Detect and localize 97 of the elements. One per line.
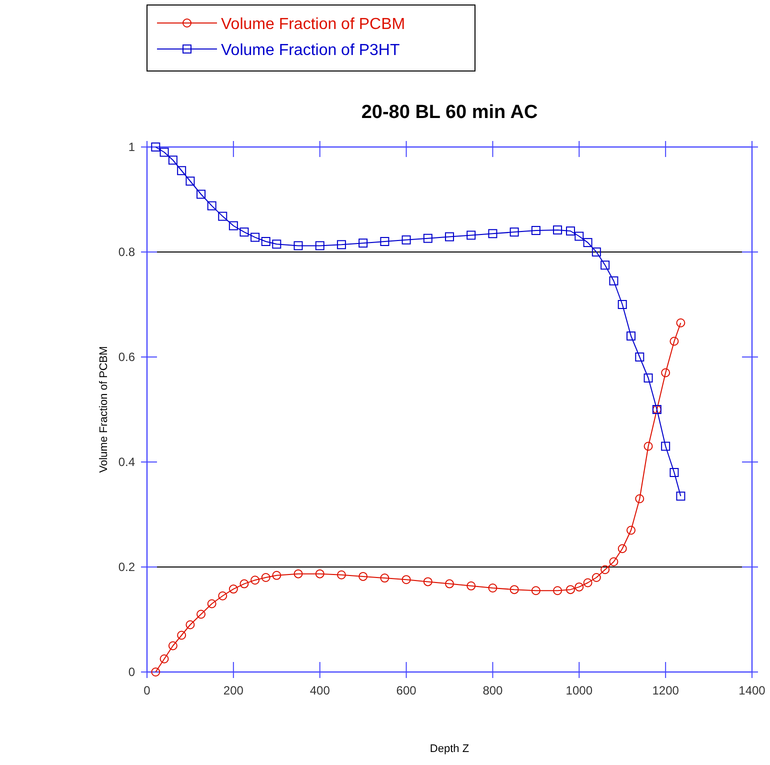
point [160, 148, 169, 157]
point [240, 579, 249, 588]
point [661, 442, 670, 451]
y-axis-title: Volume Fraction of PCBM [98, 346, 110, 473]
point [207, 201, 216, 210]
point [670, 468, 679, 477]
point [218, 212, 228, 221]
x-tick-label: 1000 [566, 684, 593, 698]
point [358, 572, 368, 581]
point [423, 234, 432, 243]
point [358, 238, 368, 248]
point [661, 368, 670, 378]
point [676, 318, 686, 328]
point [592, 573, 601, 582]
point [423, 577, 432, 586]
point [609, 557, 618, 566]
point [618, 300, 627, 309]
point [380, 237, 390, 246]
point [488, 229, 498, 238]
point [635, 352, 644, 362]
legend-label: Volume Fraction of PCBM [221, 16, 406, 33]
point [618, 544, 627, 554]
x-tick-label: 1200 [652, 684, 680, 698]
x-tick-label: 1400 [738, 684, 766, 698]
point [676, 492, 686, 501]
point [250, 576, 260, 585]
point [566, 226, 575, 236]
point [644, 374, 653, 382]
point [294, 241, 303, 250]
point [566, 585, 575, 594]
point [272, 240, 282, 249]
point [510, 585, 519, 594]
point [626, 332, 636, 340]
point [196, 190, 206, 199]
point [445, 579, 454, 588]
y-tick-label: 1 [128, 140, 136, 154]
point [583, 238, 592, 248]
point [196, 610, 206, 619]
point [553, 586, 562, 596]
point [186, 176, 195, 186]
point [466, 581, 476, 590]
point [186, 620, 195, 630]
point [644, 442, 653, 451]
y-tick-label: 0.6 [118, 350, 136, 364]
legend-label: Volume Fraction of P3HT [221, 42, 400, 59]
point [466, 230, 476, 240]
y-tick-label: 0.2 [118, 560, 136, 574]
point [531, 226, 540, 235]
point [510, 228, 519, 237]
y-tick-label: 0 [128, 664, 136, 679]
point [151, 142, 160, 152]
y-tick-label: 0.4 [118, 454, 136, 469]
x-tick-label: 200 [223, 684, 244, 698]
point [168, 156, 178, 165]
point [294, 569, 303, 578]
x-tick-label: 400 [310, 684, 330, 698]
point [402, 575, 411, 584]
point [177, 166, 186, 176]
point [380, 574, 390, 583]
point [250, 232, 260, 242]
point [177, 630, 186, 640]
point [553, 225, 562, 234]
point [445, 232, 454, 242]
point [600, 260, 610, 270]
point [488, 584, 498, 592]
point [272, 570, 282, 580]
point [228, 584, 238, 594]
point [228, 221, 238, 230]
point [240, 228, 249, 237]
point [574, 582, 584, 592]
x-tick-label: 800 [482, 684, 504, 698]
point [635, 494, 644, 504]
point [315, 569, 324, 578]
point [609, 276, 618, 286]
point [336, 570, 346, 580]
point [336, 240, 346, 250]
y-tick-label: 0.8 [118, 244, 136, 259]
x-tick-label: 0 [144, 684, 151, 698]
point [261, 573, 270, 582]
point [583, 578, 592, 588]
point [670, 336, 679, 346]
point [600, 565, 610, 574]
point [207, 599, 216, 608]
point [168, 641, 178, 650]
point [531, 586, 540, 596]
point [160, 654, 169, 664]
point [574, 232, 584, 241]
point [151, 668, 160, 676]
x-tick-label: 600 [396, 684, 417, 698]
point [626, 526, 636, 535]
point [592, 248, 601, 256]
chart-title: 20-80 BL 60 min AC [361, 102, 538, 123]
x-axis-title: Depth Z [430, 743, 470, 755]
point [402, 235, 411, 244]
point [218, 591, 228, 600]
point [261, 237, 270, 246]
point [315, 241, 324, 250]
